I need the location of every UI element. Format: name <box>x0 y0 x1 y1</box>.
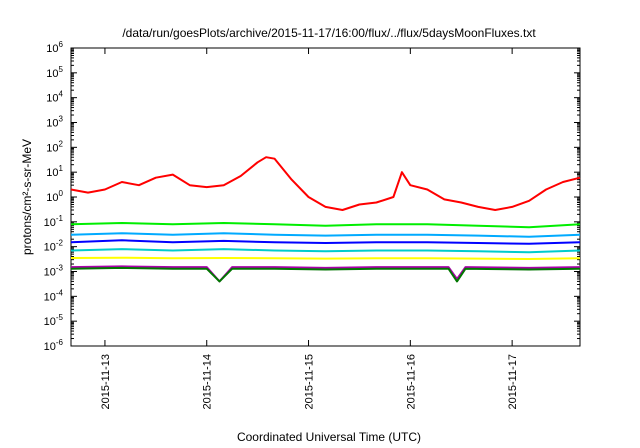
plot-frame <box>70 47 581 347</box>
series-line <box>70 256 581 260</box>
series-line <box>70 266 581 283</box>
y-tick-label: 10-3 <box>44 264 64 279</box>
y-axis-label: protons/cm²-s-sr-MeV <box>20 139 34 255</box>
chart-title: /data/run/goesPlots/archive/2015-11-17/1… <box>122 26 536 40</box>
x-tick-label: 2015-11-15 <box>304 354 316 409</box>
x-tick-label: 2015-11-14 <box>202 354 214 409</box>
y-tick-label: 10-1 <box>44 214 64 229</box>
y-tick-label: 10-2 <box>44 239 64 254</box>
y-axis-ticks: 106 105 104 103 102 101 100 10-1 10-2 10-3 10-4 10-… <box>44 40 580 353</box>
y-tick-label: 10-6 <box>44 338 64 353</box>
series-line <box>70 265 581 283</box>
series-line <box>70 248 581 254</box>
y-tick-label: 101 <box>46 164 63 179</box>
y-tick-label: 10-5 <box>44 313 64 328</box>
y-tick-label: 105 <box>46 65 63 80</box>
series-line <box>70 239 581 245</box>
y-tick-label: 100 <box>46 189 63 204</box>
x-tick-label: 2015-11-17 <box>507 354 519 409</box>
y-tick-label: 102 <box>46 139 63 154</box>
series-line <box>70 222 581 229</box>
y-tick-label: 104 <box>46 90 63 105</box>
x-tick-label: 2015-11-16 <box>405 354 417 409</box>
x-axis-label: Coordinated Universal Time (UTC) <box>237 430 421 444</box>
x-axis-ticks: 2015-11-13 2015-11-14 2015-11-15 2015-11-16… <box>100 48 519 409</box>
x-tick-label: 2015-11-13 <box>100 354 112 409</box>
y-tick-label: 10-4 <box>44 288 64 303</box>
series-lines <box>70 156 581 283</box>
series-line <box>70 232 581 238</box>
series-line <box>70 156 581 211</box>
y-tick-label: 106 <box>46 40 63 55</box>
y-tick-label: 103 <box>46 115 63 130</box>
